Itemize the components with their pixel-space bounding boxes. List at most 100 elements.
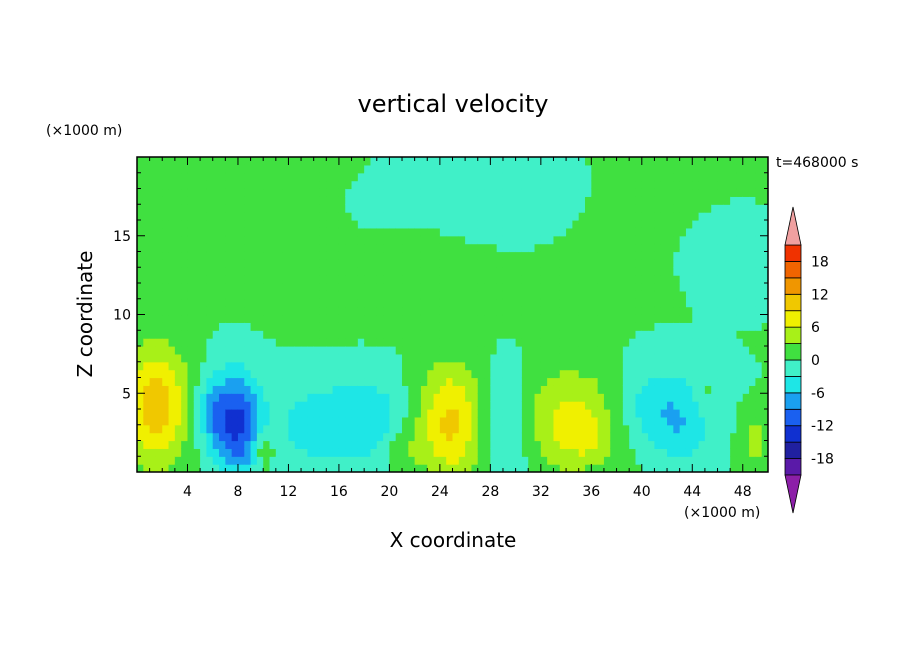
field-cell [761,188,768,197]
field-cell [755,424,763,434]
field-cell [288,314,296,323]
field-cell [370,227,378,237]
field-cell [685,157,693,166]
field-cell [383,212,390,221]
field-cell [515,283,523,292]
field-cell [749,267,756,276]
field-cell [616,204,624,213]
field-cell [351,212,359,221]
field-cell [490,212,498,221]
field-cell [711,227,719,237]
field-cell [137,243,144,253]
field-cell [174,393,182,402]
field-cell [484,440,491,449]
field-cell [187,196,195,205]
field-cell [723,275,731,284]
field-cell [187,314,195,323]
field-cell [307,275,315,284]
field-cell [667,275,674,284]
field-cell [559,377,567,386]
field-cell [723,172,731,182]
field-cell [616,267,624,276]
field-cell [477,377,485,386]
field-cell [288,346,296,355]
field-cell [402,243,409,253]
field-cell [143,385,151,394]
field-cell [616,464,624,472]
field-cell [376,385,384,394]
field-cell [193,243,201,253]
field-cell [301,432,308,442]
field-cell [648,338,656,347]
field-cell [206,157,214,166]
field-cell [654,330,662,339]
field-cell [294,180,302,190]
field-cell [471,377,479,386]
field-cell [345,267,353,276]
field-cell [420,235,428,245]
field-cell [364,157,372,166]
field-cell [641,172,649,182]
field-cell [433,220,441,229]
field-cell [622,196,630,205]
field-cell [187,416,195,426]
field-cell [698,432,706,442]
field-cell [187,409,195,418]
field-cell [206,220,214,229]
field-cell [622,283,630,292]
field-cell [521,456,529,465]
field-cell [566,259,573,268]
field-cell [452,338,460,347]
field-cell [667,409,674,418]
field-cell [181,227,189,237]
field-cell [534,416,542,426]
field-cell [338,314,346,323]
field-cell [256,188,264,197]
field-cell [193,298,201,308]
field-cell [534,196,542,205]
field-cell [755,259,763,268]
field-cell [206,377,214,386]
field-cell [244,322,252,331]
field-cell [256,275,264,284]
field-cell [547,290,555,300]
field-cell [244,353,252,363]
field-cell [168,369,176,379]
field-cell [250,275,258,284]
field-cell [534,464,542,472]
field-cell [730,456,738,465]
field-cell [717,212,725,221]
field-cell [692,353,700,363]
field-cell [288,157,296,166]
field-cell [174,227,182,237]
field-cell [351,448,359,457]
field-cell [698,180,706,190]
field-cell [193,424,201,434]
field-cell [370,164,378,174]
field-cell [338,290,346,300]
field-cell [408,353,416,363]
field-cell [521,188,529,197]
field-cell [370,432,378,442]
field-cell [212,227,220,237]
field-cell [597,338,605,347]
field-cell [622,298,630,308]
field-cell [332,220,340,229]
field-cell [673,235,681,245]
field-cell [730,393,738,402]
field-cell [376,283,384,292]
field-cell [143,259,151,268]
field-cell [168,220,176,229]
field-cell [534,330,542,339]
field-cell [477,346,485,355]
field-cell [376,188,384,197]
field-cell [667,188,674,197]
field-cell [187,164,195,174]
field-cell [250,172,258,182]
field-cell [263,157,271,166]
field-cell [585,314,592,323]
field-cell [591,416,599,426]
field-cell [319,448,327,457]
colorbar-band [784,343,802,361]
field-cell [408,172,416,182]
